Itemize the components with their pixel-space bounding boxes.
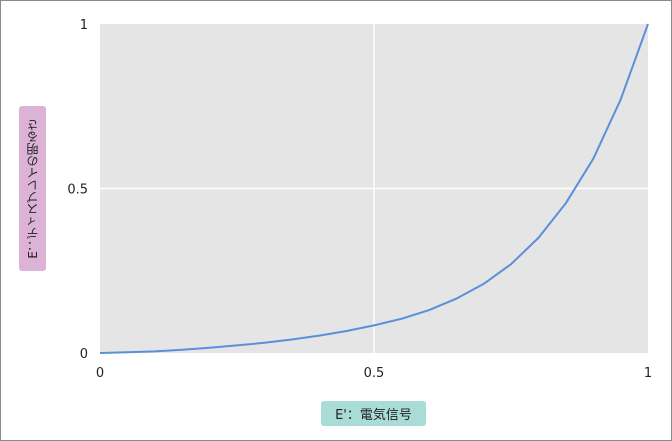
x-tick-label: 1 — [644, 366, 652, 381]
x-tick-label: 0 — [96, 366, 104, 381]
y-axis-label: E：ディスプレイの明るさ — [26, 118, 40, 259]
y-tick-label: 1 — [80, 18, 88, 33]
series-lines — [99, 23, 649, 354]
y-tick-label: 0.5 — [67, 183, 88, 198]
x-tick-label: 0.5 — [364, 366, 385, 381]
x-axis-label: E'：電気信号 — [335, 408, 412, 423]
y-axis-label-box: E：ディスプレイの明るさ — [19, 106, 46, 271]
tick-labels: 0 0.5 1 0 0.5 1 — [67, 18, 652, 381]
gridlines — [100, 24, 648, 353]
x-axis-label-box: E'：電気信号 — [321, 401, 426, 426]
y-tick-label: 0 — [80, 347, 88, 362]
series-line — [99, 23, 649, 354]
